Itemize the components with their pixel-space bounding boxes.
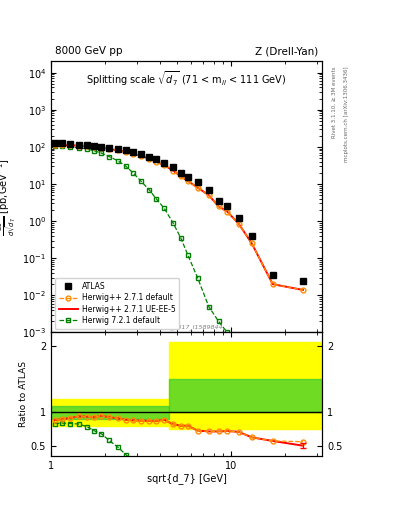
Y-axis label: Ratio to ATLAS: Ratio to ATLAS (19, 361, 28, 427)
Text: Rivet 3.1.10, ≥ 3M events: Rivet 3.1.10, ≥ 3M events (332, 67, 337, 138)
Text: 8000 GeV pp: 8000 GeV pp (55, 46, 123, 56)
Text: ATLAS_2017_I1589844: ATLAS_2017_I1589844 (151, 324, 222, 330)
X-axis label: sqrt{d_7} [GeV]: sqrt{d_7} [GeV] (147, 473, 227, 484)
Legend: ATLAS, Herwig++ 2.7.1 default, Herwig++ 2.7.1 UE-EE-5, Herwig 7.2.1 default: ATLAS, Herwig++ 2.7.1 default, Herwig++ … (55, 278, 179, 329)
Text: mcplots.cern.ch [arXiv:1306.3436]: mcplots.cern.ch [arXiv:1306.3436] (344, 67, 349, 162)
Y-axis label: $\frac{d\sigma}{d\sqrt{d_7}}$ [pb,GeV$^{-1}$]: $\frac{d\sigma}{d\sqrt{d_7}}$ [pb,GeV$^{… (0, 158, 20, 236)
Text: Splitting scale $\sqrt{d_7}$ (71 < m$_{ll}$ < 111 GeV): Splitting scale $\sqrt{d_7}$ (71 < m$_{l… (86, 70, 287, 89)
Text: Z (Drell-Yan): Z (Drell-Yan) (255, 46, 318, 56)
